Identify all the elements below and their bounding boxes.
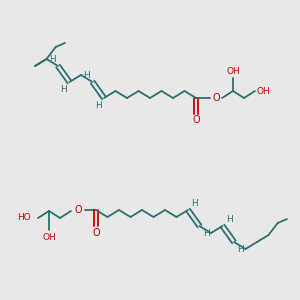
Text: O: O [212,93,220,103]
Text: H: H [60,85,67,94]
Text: OH: OH [226,68,240,76]
Text: H: H [192,199,198,208]
Text: O: O [92,228,100,238]
Text: OH: OH [42,232,56,242]
Text: HO: HO [17,214,31,223]
Text: H: H [238,245,244,254]
Text: H: H [83,70,90,80]
Text: OH: OH [256,86,270,95]
Text: H: H [94,101,101,110]
Text: O: O [192,115,200,125]
Text: H: H [226,214,233,224]
Text: O: O [74,205,82,215]
Text: H: H [49,55,56,64]
Text: H: H [203,230,210,238]
